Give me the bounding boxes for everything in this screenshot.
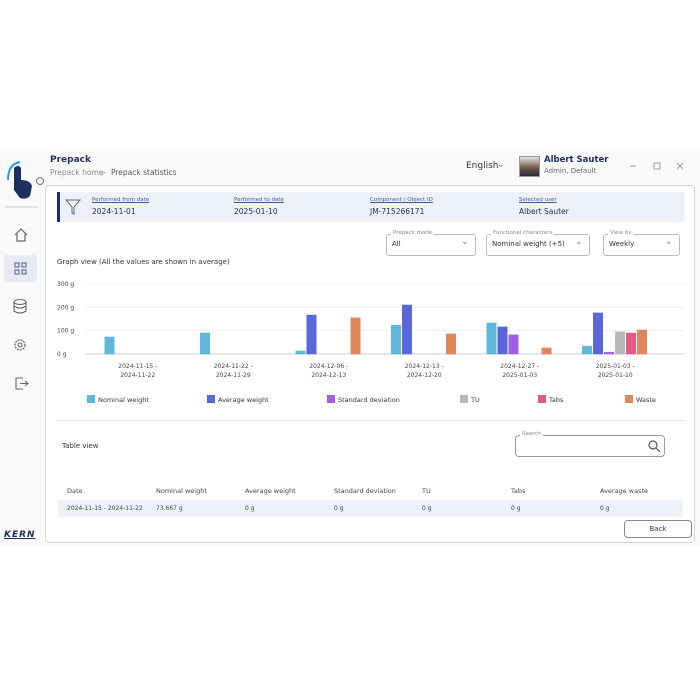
select-value: Weekly: [609, 240, 635, 248]
main-panel: [45, 185, 695, 543]
table-cell: 2024-11-15 - 2024-11-22: [67, 505, 143, 512]
table-header: Date: [67, 487, 83, 495]
filter-label: Performed to date: [234, 197, 284, 203]
window-controls[interactable]: [625, 158, 690, 174]
table-cell: 0 g: [600, 505, 610, 512]
filter-bar: [57, 192, 685, 222]
breadcrumb-current: Prepack statistics: [111, 168, 177, 177]
x-tick-label: 2024-11-22 - 2024-11-29: [213, 363, 253, 379]
x-tick-label: 2024-12-13 - 2024-12-20: [404, 363, 444, 379]
table-header: Tabs: [511, 487, 526, 495]
x-tick-label: 2024-11-15 - 2024-11-22: [118, 363, 158, 379]
select-label: Functional characters: [491, 230, 555, 236]
select-label: View by: [608, 230, 634, 236]
section-divider: [57, 420, 685, 421]
select-value: All: [392, 240, 401, 248]
user-role: Admin, Default: [544, 167, 597, 175]
user-avatar: [519, 156, 540, 177]
user-name: Albert Sauter: [544, 155, 609, 165]
chart-title: Graph view (All the values are shown in …: [57, 258, 230, 266]
select-label: Prepack mode: [391, 230, 435, 236]
language-select[interactable]: English: [466, 161, 499, 171]
select-caret: ⌄: [575, 237, 583, 247]
filter-label: Selected user: [519, 197, 557, 203]
breadcrumb-link[interactable]: Prepack home: [50, 168, 104, 177]
table-cell: 0 g: [334, 505, 344, 512]
page-title: Prepack: [50, 155, 91, 165]
search-input[interactable]: [515, 435, 665, 457]
search-label: Search: [520, 431, 543, 437]
table-title: Table view: [62, 442, 99, 450]
filter-label: Component / Object ID: [370, 197, 433, 203]
search-icon[interactable]: [647, 439, 661, 453]
sidebar-icons: [4, 161, 44, 390]
breadcrumb-separator: >: [100, 168, 107, 177]
table-header: Average waste: [600, 487, 648, 495]
table-header: Average weight: [245, 487, 296, 495]
filter-value: 2025-01-10: [234, 207, 278, 216]
table-row[interactable]: [58, 500, 683, 517]
table-cell: 0 g: [422, 505, 432, 512]
x-tick-label: 2024-12-27 - 2025-01-03: [500, 363, 540, 379]
table-cell: 0 g: [511, 505, 521, 512]
x-tick-label: 2025-01-03 - 2025-01-10: [595, 363, 635, 379]
select-value: Nominal weight (+5): [492, 240, 565, 248]
table-header: Standard deviation: [334, 487, 396, 495]
filter-icon: [64, 199, 82, 215]
filter-label: Performed from date: [92, 197, 150, 203]
table-cell: 0 g: [245, 505, 255, 512]
filter-value: 2024-11-01: [92, 207, 136, 216]
select-box[interactable]: [603, 234, 680, 256]
table-header: Nominal weight: [156, 487, 207, 495]
select-caret: ⌄: [461, 237, 469, 247]
x-tick-label: 2024-12-06 - 2024-12-13: [309, 363, 349, 379]
brand-logo: KERN: [4, 530, 36, 540]
select-caret: ⌄: [665, 237, 673, 247]
filter-value: Albert Sauter: [519, 207, 569, 216]
language-caret: ⌄: [497, 160, 505, 170]
back-button[interactable]: Back: [624, 520, 692, 538]
table-header: TU: [422, 487, 431, 495]
filter-value: JM-715266171: [370, 207, 425, 216]
table-cell: 73.667 g: [156, 505, 183, 512]
